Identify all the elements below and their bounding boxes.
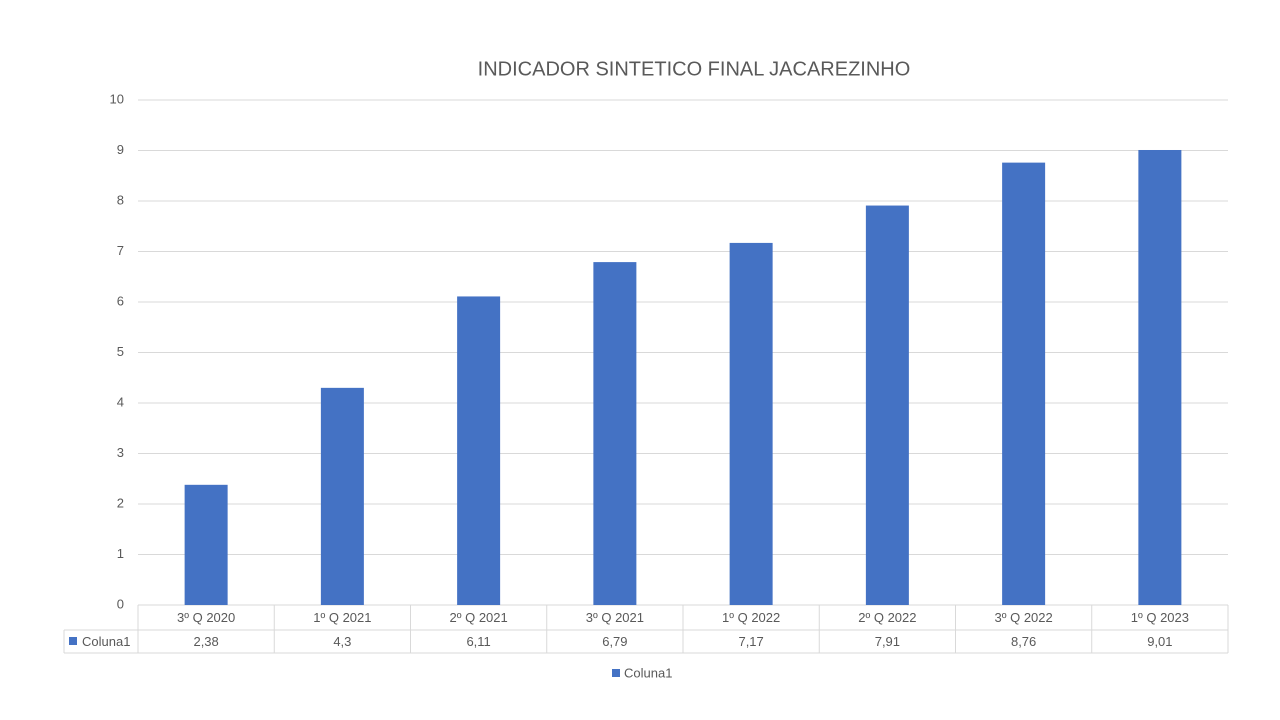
y-tick-label: 10 xyxy=(110,91,124,106)
y-tick-label: 9 xyxy=(117,142,124,157)
x-tick-label: 3º Q 2020 xyxy=(177,610,235,625)
bar xyxy=(729,242,773,606)
legend-swatch xyxy=(612,669,620,677)
bar xyxy=(1138,149,1182,605)
legend-label: Coluna1 xyxy=(624,665,672,680)
bar xyxy=(184,484,228,605)
x-tick-label: 2º Q 2021 xyxy=(450,610,508,625)
x-tick-label: 3º Q 2021 xyxy=(586,610,644,625)
bar xyxy=(320,387,364,605)
table-value: 7,91 xyxy=(875,634,900,649)
y-tick-label: 0 xyxy=(117,596,124,611)
y-tick-label: 1 xyxy=(117,546,124,561)
y-tick-label: 7 xyxy=(117,243,124,258)
x-tick-label: 1º Q 2023 xyxy=(1131,610,1189,625)
table-value: 2,38 xyxy=(193,634,218,649)
table-value: 6,11 xyxy=(466,634,490,649)
y-tick-label: 5 xyxy=(117,344,124,359)
table-value: 6,79 xyxy=(602,634,627,649)
x-tick-label: 1º Q 2022 xyxy=(722,610,780,625)
table-legend-swatch xyxy=(69,637,77,645)
y-tick-label: 3 xyxy=(117,445,124,460)
table-series-name: Coluna1 xyxy=(82,634,130,649)
bar xyxy=(1002,162,1046,605)
y-tick-label: 8 xyxy=(117,192,124,207)
y-tick-label: 4 xyxy=(117,394,124,409)
table-value: 4,3 xyxy=(333,634,351,649)
x-tick-label: 3º Q 2022 xyxy=(995,610,1053,625)
y-tick-label: 2 xyxy=(117,495,124,510)
table-value: 8,76 xyxy=(1011,634,1036,649)
bar xyxy=(457,296,501,605)
table-value: 9,01 xyxy=(1147,634,1172,649)
x-tick-label: 1º Q 2021 xyxy=(313,610,371,625)
y-tick-label: 6 xyxy=(117,293,124,308)
table-value: 7,17 xyxy=(738,634,763,649)
chart-title: INDICADOR SINTETICO FINAL JACAREZINHO xyxy=(478,58,911,80)
bar xyxy=(865,205,909,606)
bar xyxy=(593,262,637,605)
x-tick-label: 2º Q 2022 xyxy=(858,610,916,625)
